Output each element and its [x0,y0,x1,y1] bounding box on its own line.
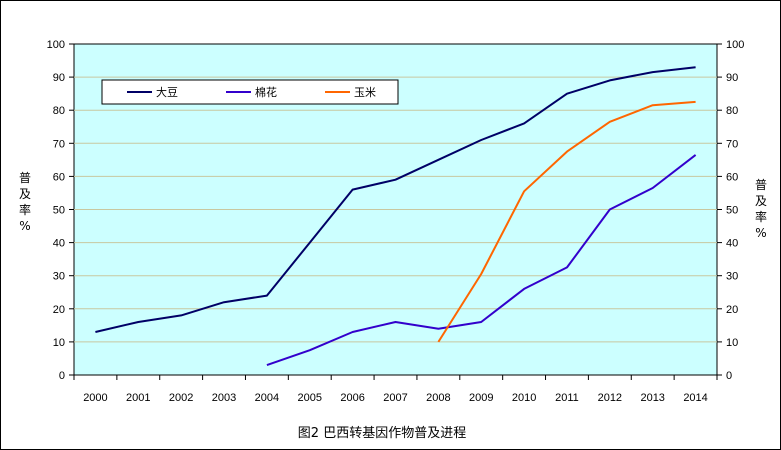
y-tick-label-right: 10 [726,337,738,349]
y-tick-label-right: 30 [726,271,738,283]
x-tick-label: 2000 [83,392,107,404]
y-tick-label-left: 20 [53,304,65,316]
legend-label-corn: 玉米 [354,86,376,99]
series-line-corn [437,100,696,343]
gridlines [74,76,717,343]
y-tick-label-right: 80 [726,105,738,117]
y-tick-label-right: 50 [726,205,738,217]
x-tick-label: 2002 [169,392,193,404]
y-tick-label-left: 40 [53,238,65,250]
x-tick-label: 2010 [512,392,536,404]
y-tick-label-left: 50 [53,205,65,217]
x-tick-label: 2014 [683,392,707,404]
legend: 大豆 棉花 玉米 [101,79,399,105]
x-tick-label: 2009 [469,392,493,404]
legend-label-cotton: 棉花 [255,85,277,99]
x-tick-label: 2012 [598,392,622,404]
x-tick-label: 2005 [298,392,322,404]
x-tick-label: 2003 [212,392,236,404]
y-label-right-char: 及 [755,194,767,208]
y-tick-label-right: 70 [726,138,738,150]
y-label-left-char: 率 [19,202,31,217]
x-tick-label: 2006 [340,392,364,404]
y-tick-label-left: 10 [53,337,65,349]
y-tick-label-left: 30 [53,271,65,283]
axes: 0 0 10 10 20 20 30 30 40 40 50 50 60 60 70 70 80 80 90 90 10… [47,39,745,404]
y-label-left-char: 及 [19,187,31,201]
y-tick-label-left: 80 [53,105,65,117]
x-tick-label: 2001 [126,392,150,404]
y-tick-label-left: 100 [47,39,65,51]
x-tick-label: 2007 [383,392,407,404]
y-tick-label-left: 90 [53,72,65,84]
y-label-right-char: 率 [755,209,767,224]
y-label-left-char: % [19,219,30,233]
y-tick-label-right: 60 [726,171,738,183]
series-lines [95,66,697,367]
y-tick-label-left: 60 [53,171,65,183]
y-label-right-char: % [755,226,766,240]
y-axis-label-left: 普 及 率 % [19,171,31,233]
y-label-right-char: 普 [755,178,767,192]
y-label-left-char: 普 [19,171,31,185]
chart-title: 图2 巴西转基因作物普及进程 [298,426,466,441]
y-tick-label-right: 90 [726,72,738,84]
y-tick-label-right: 0 [726,370,732,382]
x-tick-label: 2013 [640,392,664,404]
y-tick-label-right: 100 [726,39,744,51]
legend-label-soybean: 大豆 [156,85,178,99]
x-tick-label: 2008 [426,392,450,404]
y-tick-label-left: 0 [59,370,65,382]
y-axis-label-right: 普 及 率 % [755,178,767,240]
x-tick-label: 2011 [555,392,579,404]
series-line-cotton [266,154,697,367]
y-tick-label-right: 40 [726,238,738,250]
y-tick-label-right: 20 [726,304,738,316]
x-tick-label: 2004 [255,392,279,404]
y-tick-label-left: 70 [53,138,65,150]
series-line-soybean [95,66,696,333]
